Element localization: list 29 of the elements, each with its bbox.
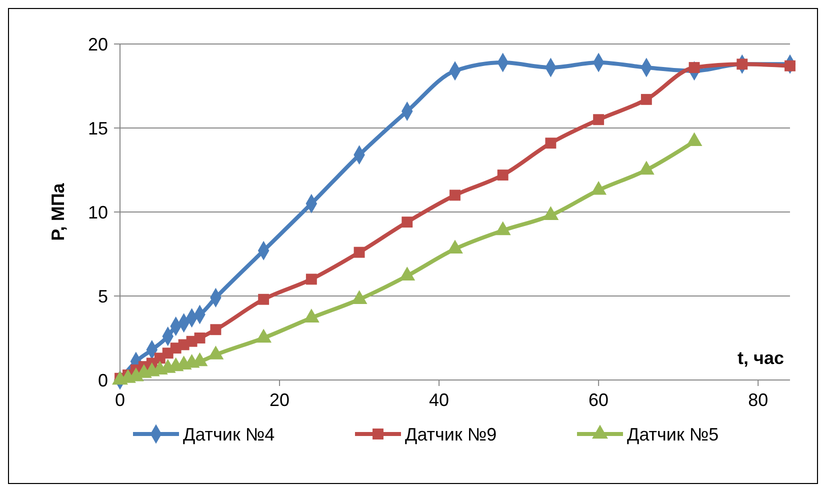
point bbox=[194, 332, 206, 344]
legend-label: Датчик №5 bbox=[627, 424, 719, 444]
point bbox=[210, 324, 222, 336]
x-tick-label: 40 bbox=[429, 390, 450, 410]
point bbox=[402, 216, 413, 228]
legend-label: Датчик №4 bbox=[183, 424, 275, 444]
x-tick-label: 0 bbox=[114, 390, 126, 410]
point bbox=[545, 138, 556, 149]
legend-label: Датчик №9 bbox=[405, 424, 497, 444]
point bbox=[593, 114, 604, 126]
point bbox=[640, 94, 652, 105]
y-tick-label: 15 bbox=[88, 118, 108, 138]
x-tick-label: 20 bbox=[270, 390, 290, 410]
point bbox=[450, 190, 460, 201]
point bbox=[258, 294, 270, 305]
x-tick-label: 80 bbox=[748, 390, 768, 410]
y-tick-label: 10 bbox=[88, 202, 108, 222]
point bbox=[354, 246, 365, 258]
y-tick-label: 20 bbox=[88, 34, 108, 54]
y-axis-title: P, МПа bbox=[48, 182, 68, 241]
point bbox=[306, 274, 317, 285]
x-axis-title: t, час bbox=[738, 348, 784, 368]
point bbox=[497, 170, 508, 181]
y-tick-label: 0 bbox=[98, 370, 108, 390]
point bbox=[688, 62, 700, 73]
point bbox=[784, 60, 796, 72]
point bbox=[736, 58, 748, 70]
y-tick-label: 5 bbox=[98, 286, 108, 306]
x-tick-label: 60 bbox=[588, 390, 609, 410]
